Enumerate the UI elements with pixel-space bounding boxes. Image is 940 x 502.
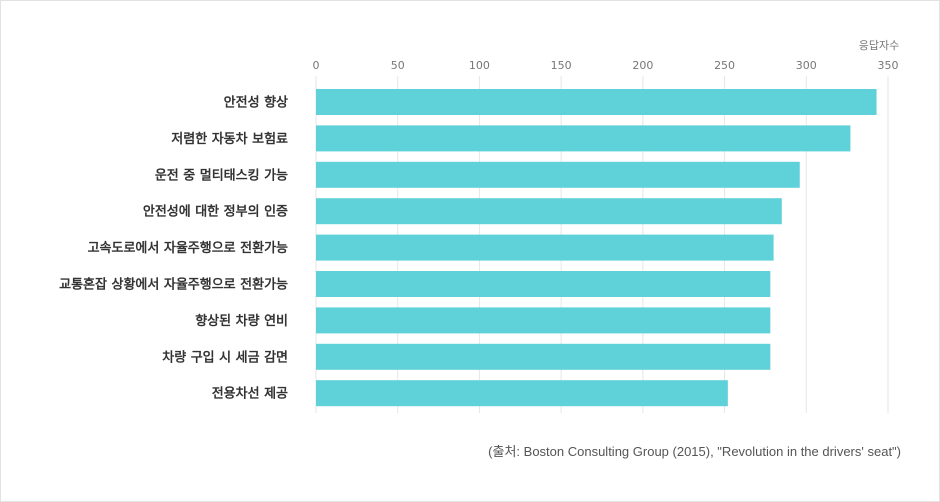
bar	[316, 307, 771, 334]
x-tick-label: 0	[313, 59, 320, 72]
bar	[316, 380, 728, 407]
category-label: 안전성에 대한 정부의 인증	[143, 204, 288, 220]
category-label: 교통혼잡 상황에서 자율주행으로 전환가능	[59, 277, 288, 293]
unit-label: 응답자수	[859, 39, 899, 52]
x-tick-label: 250	[714, 59, 735, 72]
category-label: 차량 구입 시 세금 감면	[162, 349, 288, 365]
x-tick-label: 200	[632, 59, 653, 72]
category-label: 운전 중 멀티태스킹 가능	[155, 167, 288, 183]
bar	[316, 125, 851, 152]
bar	[316, 89, 877, 115]
bar	[316, 234, 774, 261]
x-axis-ticks: 0 50 100 150 200 250 300 350	[313, 59, 899, 72]
category-label: 안전성 향상	[224, 95, 288, 111]
x-tick-label: 300	[796, 59, 817, 72]
x-tick-label: 150	[551, 59, 572, 72]
category-label: 고속도로에서 자율주행으로 전환가능	[88, 240, 288, 256]
bar	[316, 198, 782, 225]
x-tick-label: 100	[469, 59, 490, 72]
bars	[316, 89, 877, 407]
category-label: 저렴한 자동차 보험료	[171, 131, 288, 147]
bar	[316, 343, 771, 370]
x-tick-label: 50	[391, 59, 405, 72]
bar	[316, 161, 800, 188]
source-note: (출처: Boston Consulting Group (2015), "Re…	[488, 444, 901, 459]
bar	[316, 271, 771, 297]
x-tick-label: 350	[878, 59, 899, 72]
category-label: 전용차선 제공	[212, 386, 288, 402]
category-label: 향상된 차량 연비	[195, 313, 288, 329]
